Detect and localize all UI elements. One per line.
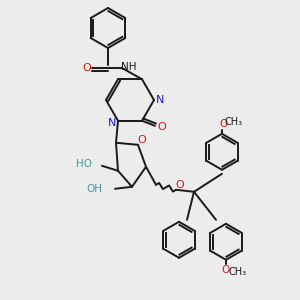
Text: NH: NH [121,62,137,72]
Text: HO: HO [76,159,92,169]
Text: N: N [108,118,116,128]
Text: O: O [82,63,91,73]
Text: OH: OH [86,184,102,194]
Text: CH₃: CH₃ [225,117,243,127]
Text: N: N [156,95,164,105]
Text: O: O [138,135,146,145]
Text: O: O [220,119,228,129]
Text: O: O [222,265,230,275]
Text: O: O [176,180,184,190]
Text: CH₃: CH₃ [229,267,247,277]
Text: O: O [158,122,166,132]
